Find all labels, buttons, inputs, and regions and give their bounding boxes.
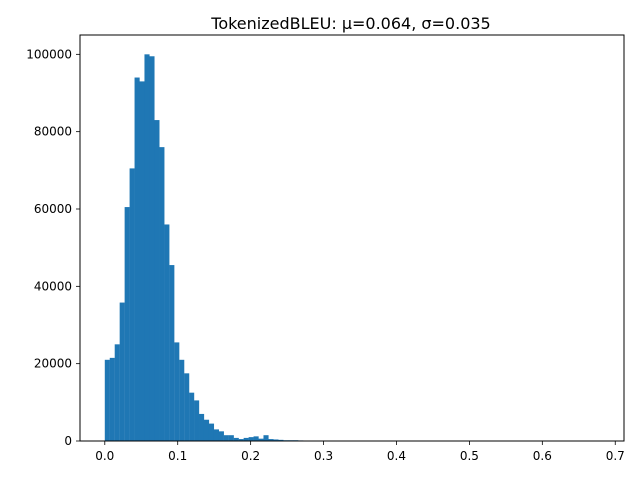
y-tick-label: 100000 <box>26 47 72 61</box>
histogram-bar <box>209 424 214 441</box>
chart-title: TokenizedBLEU: μ=0.064, σ=0.035 <box>210 14 490 33</box>
histogram-bar <box>140 81 145 441</box>
histogram-bar <box>224 435 229 441</box>
x-tick-label: 0.1 <box>168 449 187 463</box>
histogram-bar <box>189 393 194 441</box>
histogram-bar <box>179 360 184 441</box>
histogram-bar <box>214 429 219 441</box>
y-tick-label: 60000 <box>34 202 72 216</box>
histogram-bar <box>249 437 254 441</box>
histogram-bar <box>154 120 159 441</box>
x-tick-label: 0.2 <box>241 449 260 463</box>
histogram-bar <box>135 78 140 441</box>
histogram-bar <box>204 420 209 441</box>
histogram-bar <box>149 56 154 441</box>
histogram-bar <box>254 436 259 441</box>
histogram-bar <box>115 344 120 441</box>
histogram-bar <box>144 54 149 441</box>
histogram-bar <box>229 435 234 441</box>
histogram-bar <box>194 400 199 441</box>
y-tick-label: 0 <box>64 434 72 448</box>
histogram-bar <box>263 435 268 441</box>
histogram-bar <box>130 168 135 441</box>
histogram-bar <box>120 303 125 441</box>
histogram-bar <box>164 224 169 441</box>
histogram-bar <box>219 431 224 441</box>
histogram-bar <box>105 360 110 441</box>
x-tick-label: 0.0 <box>95 449 114 463</box>
histogram-bar <box>184 373 189 441</box>
x-tick-label: 0.5 <box>460 449 479 463</box>
x-tick-label: 0.6 <box>533 449 552 463</box>
x-tick-label: 0.7 <box>606 449 625 463</box>
histogram-bar <box>159 147 164 441</box>
x-tick-label: 0.4 <box>387 449 406 463</box>
y-tick-label: 40000 <box>34 279 72 293</box>
y-tick-label: 20000 <box>34 357 72 371</box>
histogram-bar <box>125 207 130 441</box>
histogram-bar <box>110 358 115 441</box>
histogram-bar <box>199 414 204 441</box>
y-tick-label: 80000 <box>34 125 72 139</box>
x-tick-label: 0.3 <box>314 449 333 463</box>
histogram-bar <box>169 265 174 441</box>
histogram-bar <box>174 342 179 441</box>
